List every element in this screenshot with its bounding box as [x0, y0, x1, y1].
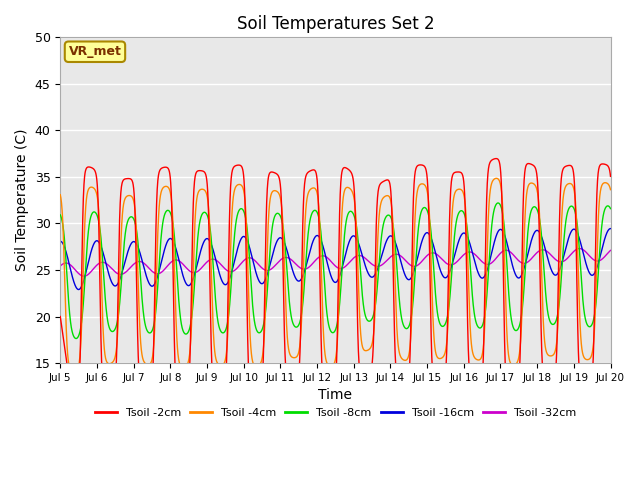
Legend: Tsoil -2cm, Tsoil -4cm, Tsoil -8cm, Tsoil -16cm, Tsoil -32cm: Tsoil -2cm, Tsoil -4cm, Tsoil -8cm, Tsoi…	[90, 404, 580, 422]
Text: VR_met: VR_met	[68, 45, 122, 58]
Y-axis label: Soil Temperature (C): Soil Temperature (C)	[15, 129, 29, 271]
Title: Soil Temperatures Set 2: Soil Temperatures Set 2	[237, 15, 434, 33]
X-axis label: Time: Time	[318, 388, 353, 402]
